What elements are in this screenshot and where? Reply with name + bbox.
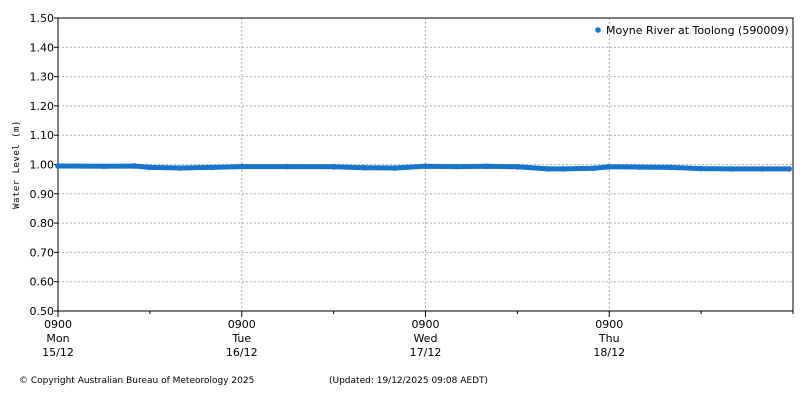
x-tick-label-date: 16/12 (226, 346, 258, 359)
legend-marker (595, 27, 601, 33)
data-point (422, 163, 429, 170)
y-tick-label: 0.70 (30, 246, 55, 259)
data-point (606, 164, 613, 170)
x-tick-label-day: Mon (46, 332, 69, 345)
data-point (667, 164, 674, 171)
data-point (786, 166, 792, 172)
data-point (545, 166, 551, 172)
data-point (514, 164, 521, 170)
y-tick-label: 1.50 (30, 12, 55, 25)
y-tick-label: 0.50 (30, 305, 55, 318)
y-tick-label: 0.80 (30, 217, 55, 230)
data-point (177, 165, 184, 171)
y-tick-label: 1.30 (30, 71, 55, 84)
x-tick-label-day: Tue (231, 332, 251, 345)
data-point (55, 163, 61, 169)
data-point (361, 164, 368, 171)
y-tick-label: 0.60 (30, 276, 55, 289)
data-point (131, 163, 138, 169)
data-point (759, 166, 766, 172)
y-tick-label: 1.40 (30, 41, 55, 54)
y-tick-label: 1.10 (30, 129, 55, 142)
data-point (238, 163, 245, 170)
x-tick-label-time: 0900 (412, 318, 440, 331)
data-point (591, 165, 597, 172)
data-point (284, 163, 291, 170)
data-point (483, 163, 490, 170)
data-point (560, 166, 567, 172)
data-point (101, 163, 107, 170)
data-point (330, 164, 337, 170)
x-tick-label-time: 0900 (44, 318, 72, 331)
x-tick-label-time: 0900 (595, 318, 623, 331)
data-point (728, 166, 735, 172)
y-tick-label: 1.20 (30, 100, 55, 113)
y-tick-label: 0.90 (30, 188, 55, 201)
updated-text: (Updated: 19/12/2025 09:08 AEDT) (329, 376, 488, 386)
data-point (392, 165, 398, 171)
x-tick-label-day: Thu (598, 332, 620, 345)
y-axis-label: Water Level (m) (12, 120, 22, 209)
y-tick-label: 1.00 (30, 159, 55, 172)
data-point (637, 164, 643, 170)
data-point (698, 165, 704, 172)
x-tick-label-day: Wed (414, 332, 438, 345)
x-tick-label-date: 17/12 (410, 346, 442, 359)
data-point (208, 164, 214, 171)
data-point (453, 163, 459, 170)
x-tick-label-date: 15/12 (42, 346, 74, 359)
x-tick-label-date: 18/12 (593, 346, 625, 359)
legend-label: Moyne River at Toolong (590009) (606, 24, 789, 37)
copyright-text: © Copyright Australian Bureau of Meteoro… (19, 376, 254, 386)
data-point (147, 164, 153, 171)
x-tick-label-time: 0900 (228, 318, 256, 331)
